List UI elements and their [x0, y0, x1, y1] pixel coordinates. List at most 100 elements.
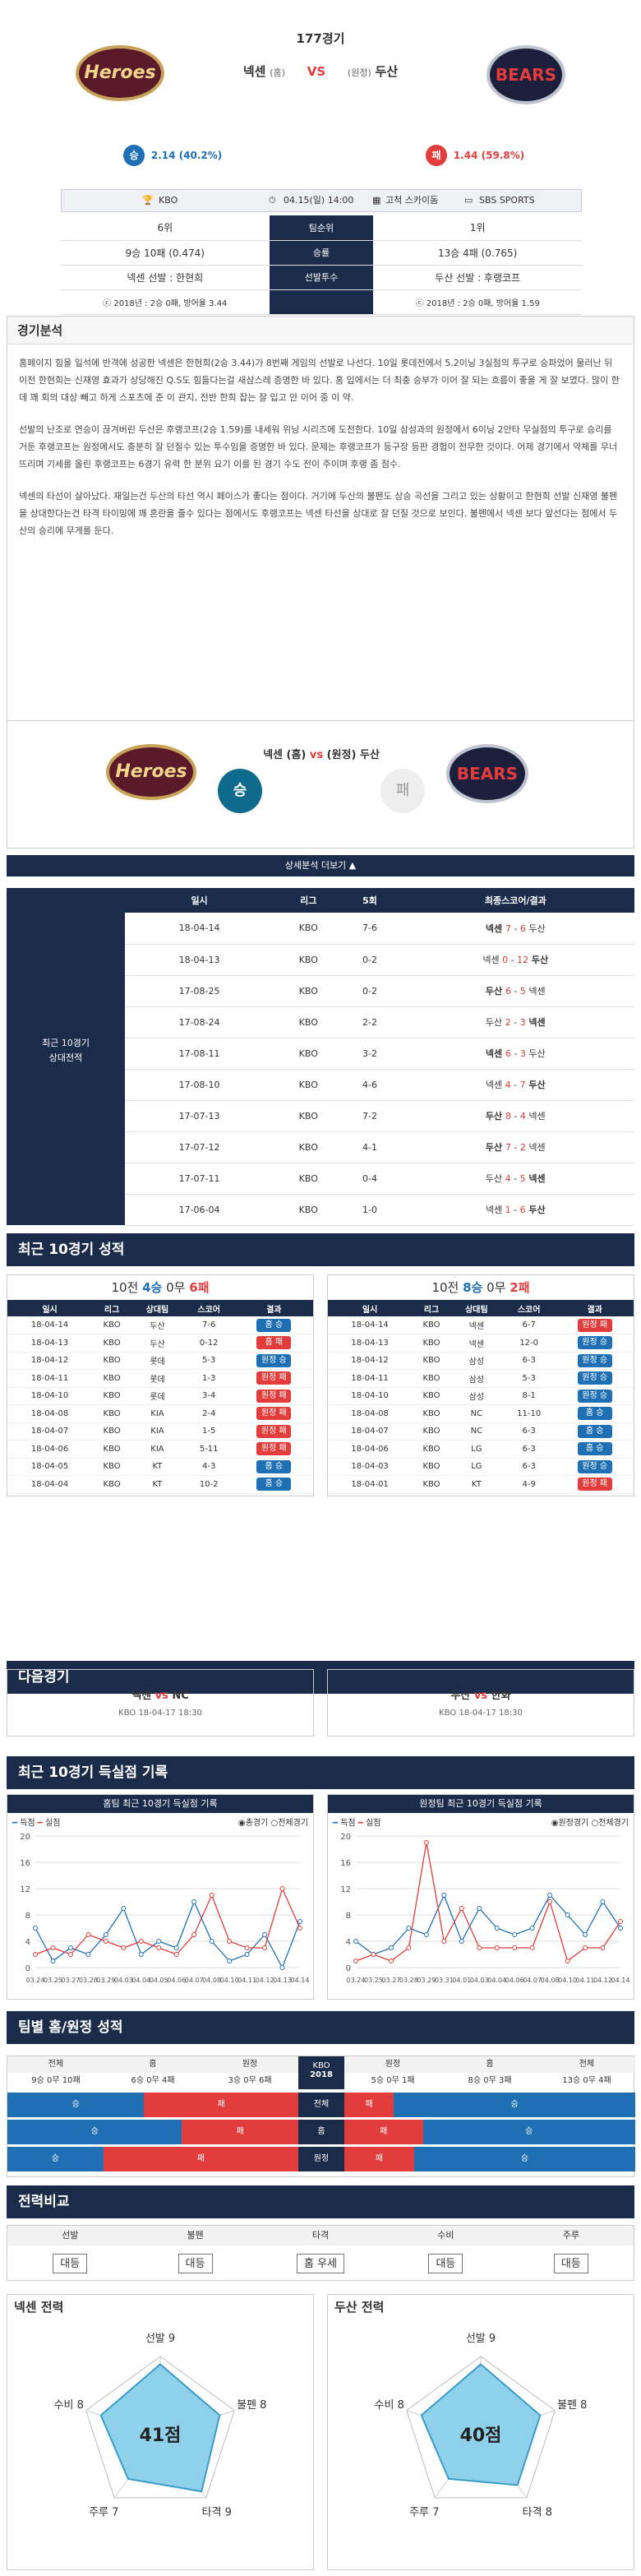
recent-row: 18-04-08 KBO KIA 2-4 원정 패: [7, 1405, 313, 1422]
score-point: [279, 1965, 285, 1970]
recent-cell: KBO: [103, 1338, 121, 1348]
recent-cell: KBO: [103, 1408, 121, 1418]
scoring-right-title: 원정팀 최근 10경기 득실점 기록: [328, 1795, 634, 1813]
h2h-date: 17-07-11: [178, 1172, 220, 1184]
recent-cell: 0-12: [199, 1338, 219, 1348]
radar-label: 수비 8: [54, 2399, 84, 2412]
h2h-score-a: 7: [505, 1142, 511, 1153]
compare-section: 선발 불펜 타격 수비 주루 대등 대등 홈 우세 대등 대등: [7, 2225, 634, 2281]
ha-right-win: 승: [422, 2120, 635, 2144]
result-badge: 원정 패: [256, 1407, 292, 1421]
lose-prob: 패 1.44 (59.8%): [426, 145, 524, 166]
scoring-right: 원정팀 최근 10경기 득실점 기록 ━ 득점 ━ 실점 ◉원정경기 ○전체경기…: [327, 1794, 634, 2000]
h2h-score-b: 6: [519, 1205, 526, 1215]
h2h-fifth: 0-2: [362, 985, 377, 997]
result-badge: 홈 패: [256, 1336, 292, 1350]
radar-home: 선발 9 불펜 8 타격 9 주루 7 수비 8 41점: [54, 2333, 267, 2519]
recent-cell: KIA: [150, 1444, 164, 1454]
next-left-date: KBO 18-04-17 18:30: [118, 1709, 202, 1718]
compare-head: 수비: [437, 2230, 454, 2241]
h2h-team-b: 넥센: [525, 1017, 546, 1028]
detail-toggle-button[interactable]: 상세분석 더보기 ▲: [7, 855, 634, 876]
compare-tag: 대등: [553, 2254, 588, 2273]
h2h-row: 17-07-11 KBO 0-4 두산 4 - 5 넥센: [125, 1163, 634, 1194]
x-tick-label: 04.12: [256, 1977, 274, 1984]
rr-wins: 8승: [463, 1280, 483, 1295]
h2h-team-a: 넥센: [485, 923, 505, 934]
h2h-final: 넥센 0 - 12 두산: [397, 944, 634, 975]
recent-cell: 11-10: [517, 1408, 542, 1418]
recent-result: 홈 승: [235, 1316, 313, 1334]
legend-score-r: 득점: [340, 1819, 356, 1828]
h2h-header: 일시: [191, 895, 208, 906]
score-point: [103, 1932, 108, 1937]
h2h-row: 17-08-25 KBO 0-2 두산 6 - 5 넥센: [125, 975, 634, 1006]
recent-result: 원정 패: [235, 1370, 313, 1388]
h2h-date: 17-08-11: [178, 1048, 220, 1059]
x-tick-label: 04.08: [541, 1977, 560, 1984]
compare-head: 주루: [562, 2230, 579, 2241]
score-point: [459, 1939, 464, 1944]
h2h-league: KBO: [298, 923, 318, 934]
radio-all-r[interactable]: ○: [591, 1819, 599, 1828]
h2h-row: 17-06-04 KBO 1-0 넥센 1 - 6 두산: [125, 1194, 634, 1225]
trophy-icon: 🏆: [142, 195, 154, 206]
ha-left-win: 승: [7, 2093, 145, 2117]
h2h-score-sep: -: [510, 986, 520, 997]
result-badge: 원정 패: [577, 1478, 612, 1491]
vs-label: VS: [307, 64, 326, 79]
recent-cell: 18-04-07: [30, 1427, 69, 1436]
ha-bar-label: 원정: [297, 2147, 344, 2171]
recent-cell: 18-04-06: [30, 1444, 69, 1454]
x-tick-label: 03.24: [26, 1977, 45, 1984]
recent-cell: KBO: [103, 1444, 121, 1454]
h2h-team-b: 넥센: [525, 1142, 546, 1153]
opt-all-label-r: 전체경기: [598, 1819, 629, 1828]
score-point: [262, 1932, 268, 1937]
score-point: [547, 1893, 553, 1898]
h2h-date: 17-06-04: [178, 1204, 220, 1215]
recent-row: 18-04-04 KBO KT 10-2 홈 승: [7, 1476, 313, 1494]
recent-cell: 18-04-08: [351, 1408, 389, 1418]
recent-result: 홈 승: [235, 1476, 313, 1494]
radio-away[interactable]: ◉: [551, 1819, 559, 1828]
recent-cell: KBO: [422, 1373, 440, 1383]
team-compare-row: 9승 10패 (0.474) 승률 13승 4패 (0.765): [61, 240, 582, 265]
h2h-league: KBO: [298, 1141, 318, 1153]
allowed-point: [262, 1945, 268, 1950]
recent-row: 18-04-12 KBO 삼성 6-3 원정 승: [328, 1352, 634, 1370]
recent-cell: KBO: [422, 1338, 440, 1348]
recent-header: 상대팀: [145, 1305, 169, 1315]
recent-cell: 1-5: [202, 1427, 216, 1436]
score-point: [423, 1932, 429, 1937]
result-badge: 원정 승: [577, 1353, 612, 1367]
h2h-team-a: 넥센: [485, 1205, 505, 1215]
radio-ha[interactable]: ○: [270, 1819, 279, 1828]
radio-all[interactable]: ◉: [237, 1819, 246, 1828]
h2h-team-b: 두산: [528, 955, 549, 965]
match-info-bar: 🏆 KBO ⏱ 04.15(일) 14:00 ▦ 고척 스카이돔 ▭ SBS SPORT…: [61, 189, 582, 212]
recent-header: 상대팀: [465, 1305, 488, 1315]
allowed-point: [191, 1932, 197, 1937]
allowed-point: [121, 1945, 127, 1950]
score-point: [388, 1945, 394, 1950]
h2h-team-b: 넥센: [525, 1173, 546, 1184]
recent-cell: LG: [471, 1444, 482, 1454]
h2h-team-a: 넥센: [485, 1080, 505, 1090]
h2h-final: 두산 6 - 5 넥센: [397, 975, 634, 1006]
h2h-score-b: 5: [519, 986, 526, 997]
result-badge: 원정 패: [577, 1318, 612, 1332]
compare-tag: 대등: [53, 2254, 88, 2273]
h2h-team-a: 두산: [485, 1017, 505, 1028]
recent-cell: 18-04-10: [30, 1391, 69, 1401]
allowed-point: [138, 1939, 144, 1944]
recent-cell: 두산: [150, 1339, 165, 1349]
recent-cell: 6-3: [522, 1462, 536, 1472]
score-point: [600, 1899, 606, 1904]
h2h-final: 두산 2 - 3 넥센: [397, 1006, 634, 1038]
scoring-left-title: 홈팀 최근 10경기 득실점 기록: [7, 1795, 313, 1813]
home-logo: Heroes: [76, 45, 164, 101]
compare-head: 선발: [62, 2230, 79, 2241]
h2h-league: KBO: [298, 1048, 318, 1059]
